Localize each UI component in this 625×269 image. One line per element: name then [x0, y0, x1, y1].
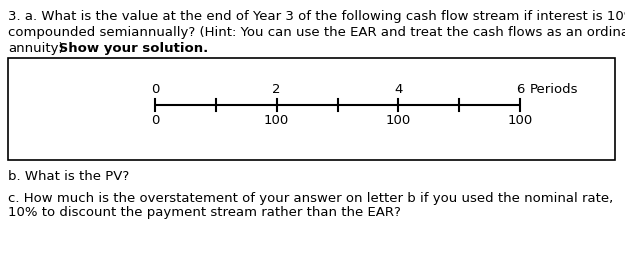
- Text: 2: 2: [272, 83, 281, 96]
- Text: 0: 0: [151, 114, 159, 127]
- Text: 6: 6: [516, 83, 524, 96]
- Text: 100: 100: [264, 114, 289, 127]
- Text: 3. a. What is the value at the end of Year 3 of the following cash flow stream i: 3. a. What is the value at the end of Ye…: [8, 10, 625, 23]
- Text: compounded semiannually? (Hint: You can use the EAR and treat the cash flows as : compounded semiannually? (Hint: You can …: [8, 26, 625, 39]
- Text: 10% to discount the payment stream rather than the EAR?: 10% to discount the payment stream rathe…: [8, 206, 401, 219]
- Text: 100: 100: [386, 114, 411, 127]
- Text: 4: 4: [394, 83, 402, 96]
- Text: c. How much is the overstatement of your answer on letter b if you used the nomi: c. How much is the overstatement of your…: [8, 192, 613, 205]
- Text: annuity): annuity): [8, 42, 64, 55]
- Bar: [8, 58, 615, 160]
- Text: 100: 100: [508, 114, 532, 127]
- Text: b. What is the PV?: b. What is the PV?: [8, 170, 129, 183]
- Text: 0: 0: [151, 83, 159, 96]
- Text: Periods: Periods: [530, 83, 579, 96]
- Text: Show your solution.: Show your solution.: [54, 42, 208, 55]
